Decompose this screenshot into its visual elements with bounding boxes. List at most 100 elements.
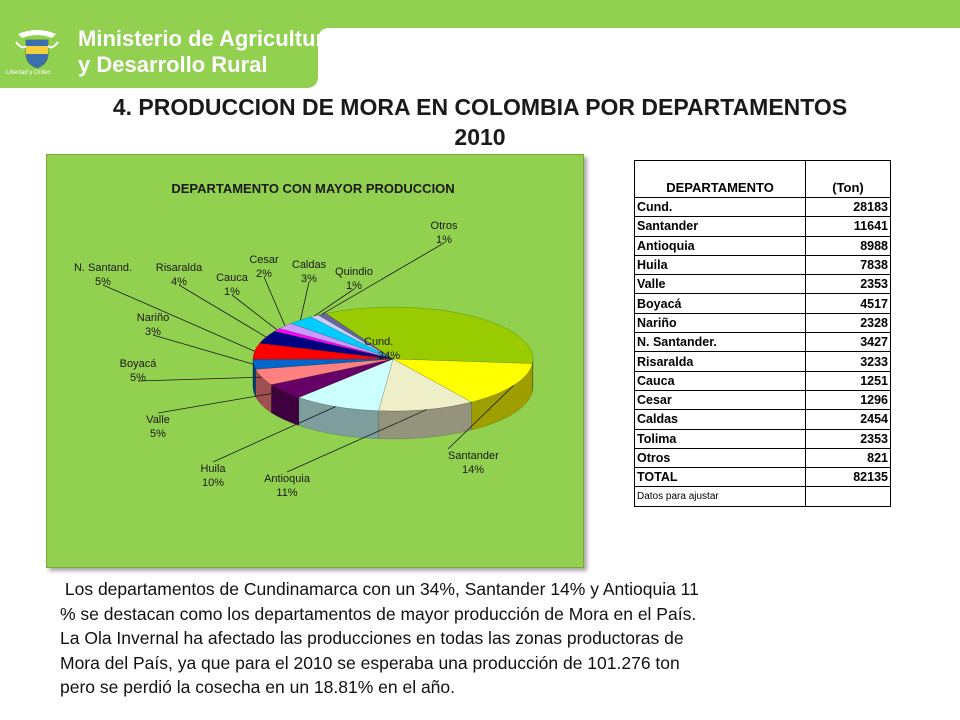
cell-ton: 2353 (805, 428, 891, 449)
table-row: Santander 11641 (634, 216, 891, 237)
summary-line: La Ola Invernal ha afectado las producci… (60, 628, 684, 648)
slice-percent: 2% (256, 268, 272, 280)
summary-line: Mora del País, ya que para el 2010 se es… (60, 652, 680, 673)
slice-label: Antioquia (264, 473, 311, 485)
cell-departamento: Risaralda (634, 351, 806, 372)
slice-label: Caldas (292, 259, 327, 271)
header-departamento: DEPARTAMENTO (634, 160, 806, 198)
cell-departamento: Cauca (634, 370, 806, 391)
ministry-name-line1: Ministerio de Agricultura (78, 26, 337, 51)
cell-ton: 4517 (805, 293, 891, 314)
cell-ton: 821 (805, 447, 891, 469)
cell-ton: 2353 (805, 274, 891, 295)
leader-line (263, 276, 286, 327)
ministry-name: Ministerio de Agricultura y Desarrollo R… (78, 26, 336, 78)
cell-departamento: N. Santander. (634, 332, 806, 353)
slice-percent: 10% (202, 477, 224, 489)
table-row: Cund. 28183 (634, 196, 891, 218)
slice-label: Boyacá (120, 358, 158, 370)
chart-title: DEPARTAMENTO CON MAYOR PRODUCCION (171, 181, 454, 196)
slice-label: Valle (146, 414, 170, 426)
motto-text: Libertad y Orden (6, 70, 51, 76)
leader-line (212, 406, 337, 463)
leader-line (152, 334, 254, 365)
slice-percent: 3% (145, 326, 161, 338)
slice-percent: 1% (346, 280, 362, 292)
cell-ton: 1251 (805, 370, 891, 391)
pie-slice (255, 358, 394, 385)
table-note-row: Datos para ajustar (634, 486, 891, 507)
cell-departamento: Huila (634, 254, 806, 276)
cell-departamento: Santander (634, 216, 806, 237)
cell-departamento: Valle (634, 274, 806, 295)
pie-slice (252, 358, 394, 370)
slice-percent: 5% (150, 428, 166, 440)
table-note-empty (805, 486, 891, 507)
table-total-row: TOTAL 82135 (634, 467, 891, 488)
header-ton: (Ton) (805, 160, 891, 198)
slice-percent: 5% (95, 276, 111, 288)
leader-line (314, 288, 355, 317)
table-row: Caldas 2454 (634, 409, 891, 430)
cell-ton: 11641 (805, 216, 891, 237)
pie-slice (310, 314, 394, 360)
summary-line: % se destacan como los departamentos de … (60, 603, 697, 624)
slice-label: Risaralda (156, 262, 203, 274)
table-row: Nariño 2328 (634, 312, 891, 334)
slice-percent: 1% (224, 286, 240, 298)
slice-percent: 11% (276, 487, 297, 499)
slice-label: Cesar (249, 254, 279, 266)
pie-slice (270, 358, 394, 398)
slice-percent: 14% (462, 464, 484, 476)
table-note: Datos para ajustar (634, 486, 806, 507)
header-banner: Libertad y Orden Ministerio de Agricultu… (0, 0, 960, 88)
cell-ton: 28183 (805, 196, 891, 218)
slice-percent: 5% (130, 372, 146, 384)
slice-percent: 3% (301, 273, 317, 285)
page-title: 4. PRODUCCION DE MORA EN COLOMBIA POR DE… (30, 92, 930, 152)
pie-chart: DEPARTAMENTO CON MAYOR PRODUCCION Cund. 3… (74, 181, 534, 499)
slice-percent: 4% (171, 276, 187, 288)
summary-line: pero se perdió la cosecha en un 18.81% e… (60, 677, 456, 697)
table-row: Antioquia 8988 (634, 235, 891, 256)
cell-departamento: Cund. (634, 196, 806, 218)
table-header-row: DEPARTAMENTO (Ton) (634, 160, 891, 198)
leader-line (300, 281, 310, 321)
table-row: Valle 2353 (634, 274, 891, 295)
leader-line (157, 391, 284, 414)
cell-departamento: Tolima (634, 428, 806, 449)
leader-line (447, 385, 514, 450)
cell-ton: 2328 (805, 312, 891, 334)
cell-departamento: Nariño (634, 312, 806, 334)
cell-departamento: Cesar (634, 389, 806, 411)
slice-percent: 34% (378, 350, 400, 362)
leader-line (178, 284, 267, 338)
cell-ton: 3233 (805, 351, 891, 372)
cell-ton: 1296 (805, 389, 891, 411)
ministry-name-line2: y Desarrollo Rural (78, 52, 268, 77)
summary-paragraph: Los departamentos de Cundinamarca con un… (60, 577, 860, 700)
table-row: Huila 7838 (634, 254, 891, 276)
table-row: Tolima 2353 (634, 428, 891, 449)
page-title-line1: 4. PRODUCCION DE MORA EN COLOMBIA POR DE… (112, 94, 848, 120)
slice-label: Quindio (335, 266, 373, 278)
table-row: Risaralda 3233 (634, 351, 891, 372)
slice-percent: 1% (436, 234, 452, 246)
total-value: 82135 (805, 467, 891, 488)
banner-shape (0, 0, 960, 88)
table-row: Cesar 1296 (634, 389, 891, 411)
cell-ton: 2454 (805, 409, 891, 430)
pie-slice (317, 313, 394, 360)
leader-line (231, 294, 278, 331)
pie-chart-panel: DEPARTAMENTO CON MAYOR PRODUCCION Cund. 3… (46, 154, 584, 568)
table-row: Cauca 1251 (634, 370, 891, 391)
cell-departamento: Boyacá (634, 293, 806, 314)
cell-ton: 7838 (805, 254, 891, 276)
coat-of-arms-icon (15, 30, 59, 69)
slice-label: Cund. (364, 336, 393, 348)
page-title-line2: 2010 (454, 124, 506, 150)
cell-departamento: Caldas (634, 409, 806, 430)
total-label: TOTAL (634, 467, 806, 488)
cell-ton: 3427 (805, 332, 891, 353)
slice-label: Nariño (137, 312, 169, 324)
